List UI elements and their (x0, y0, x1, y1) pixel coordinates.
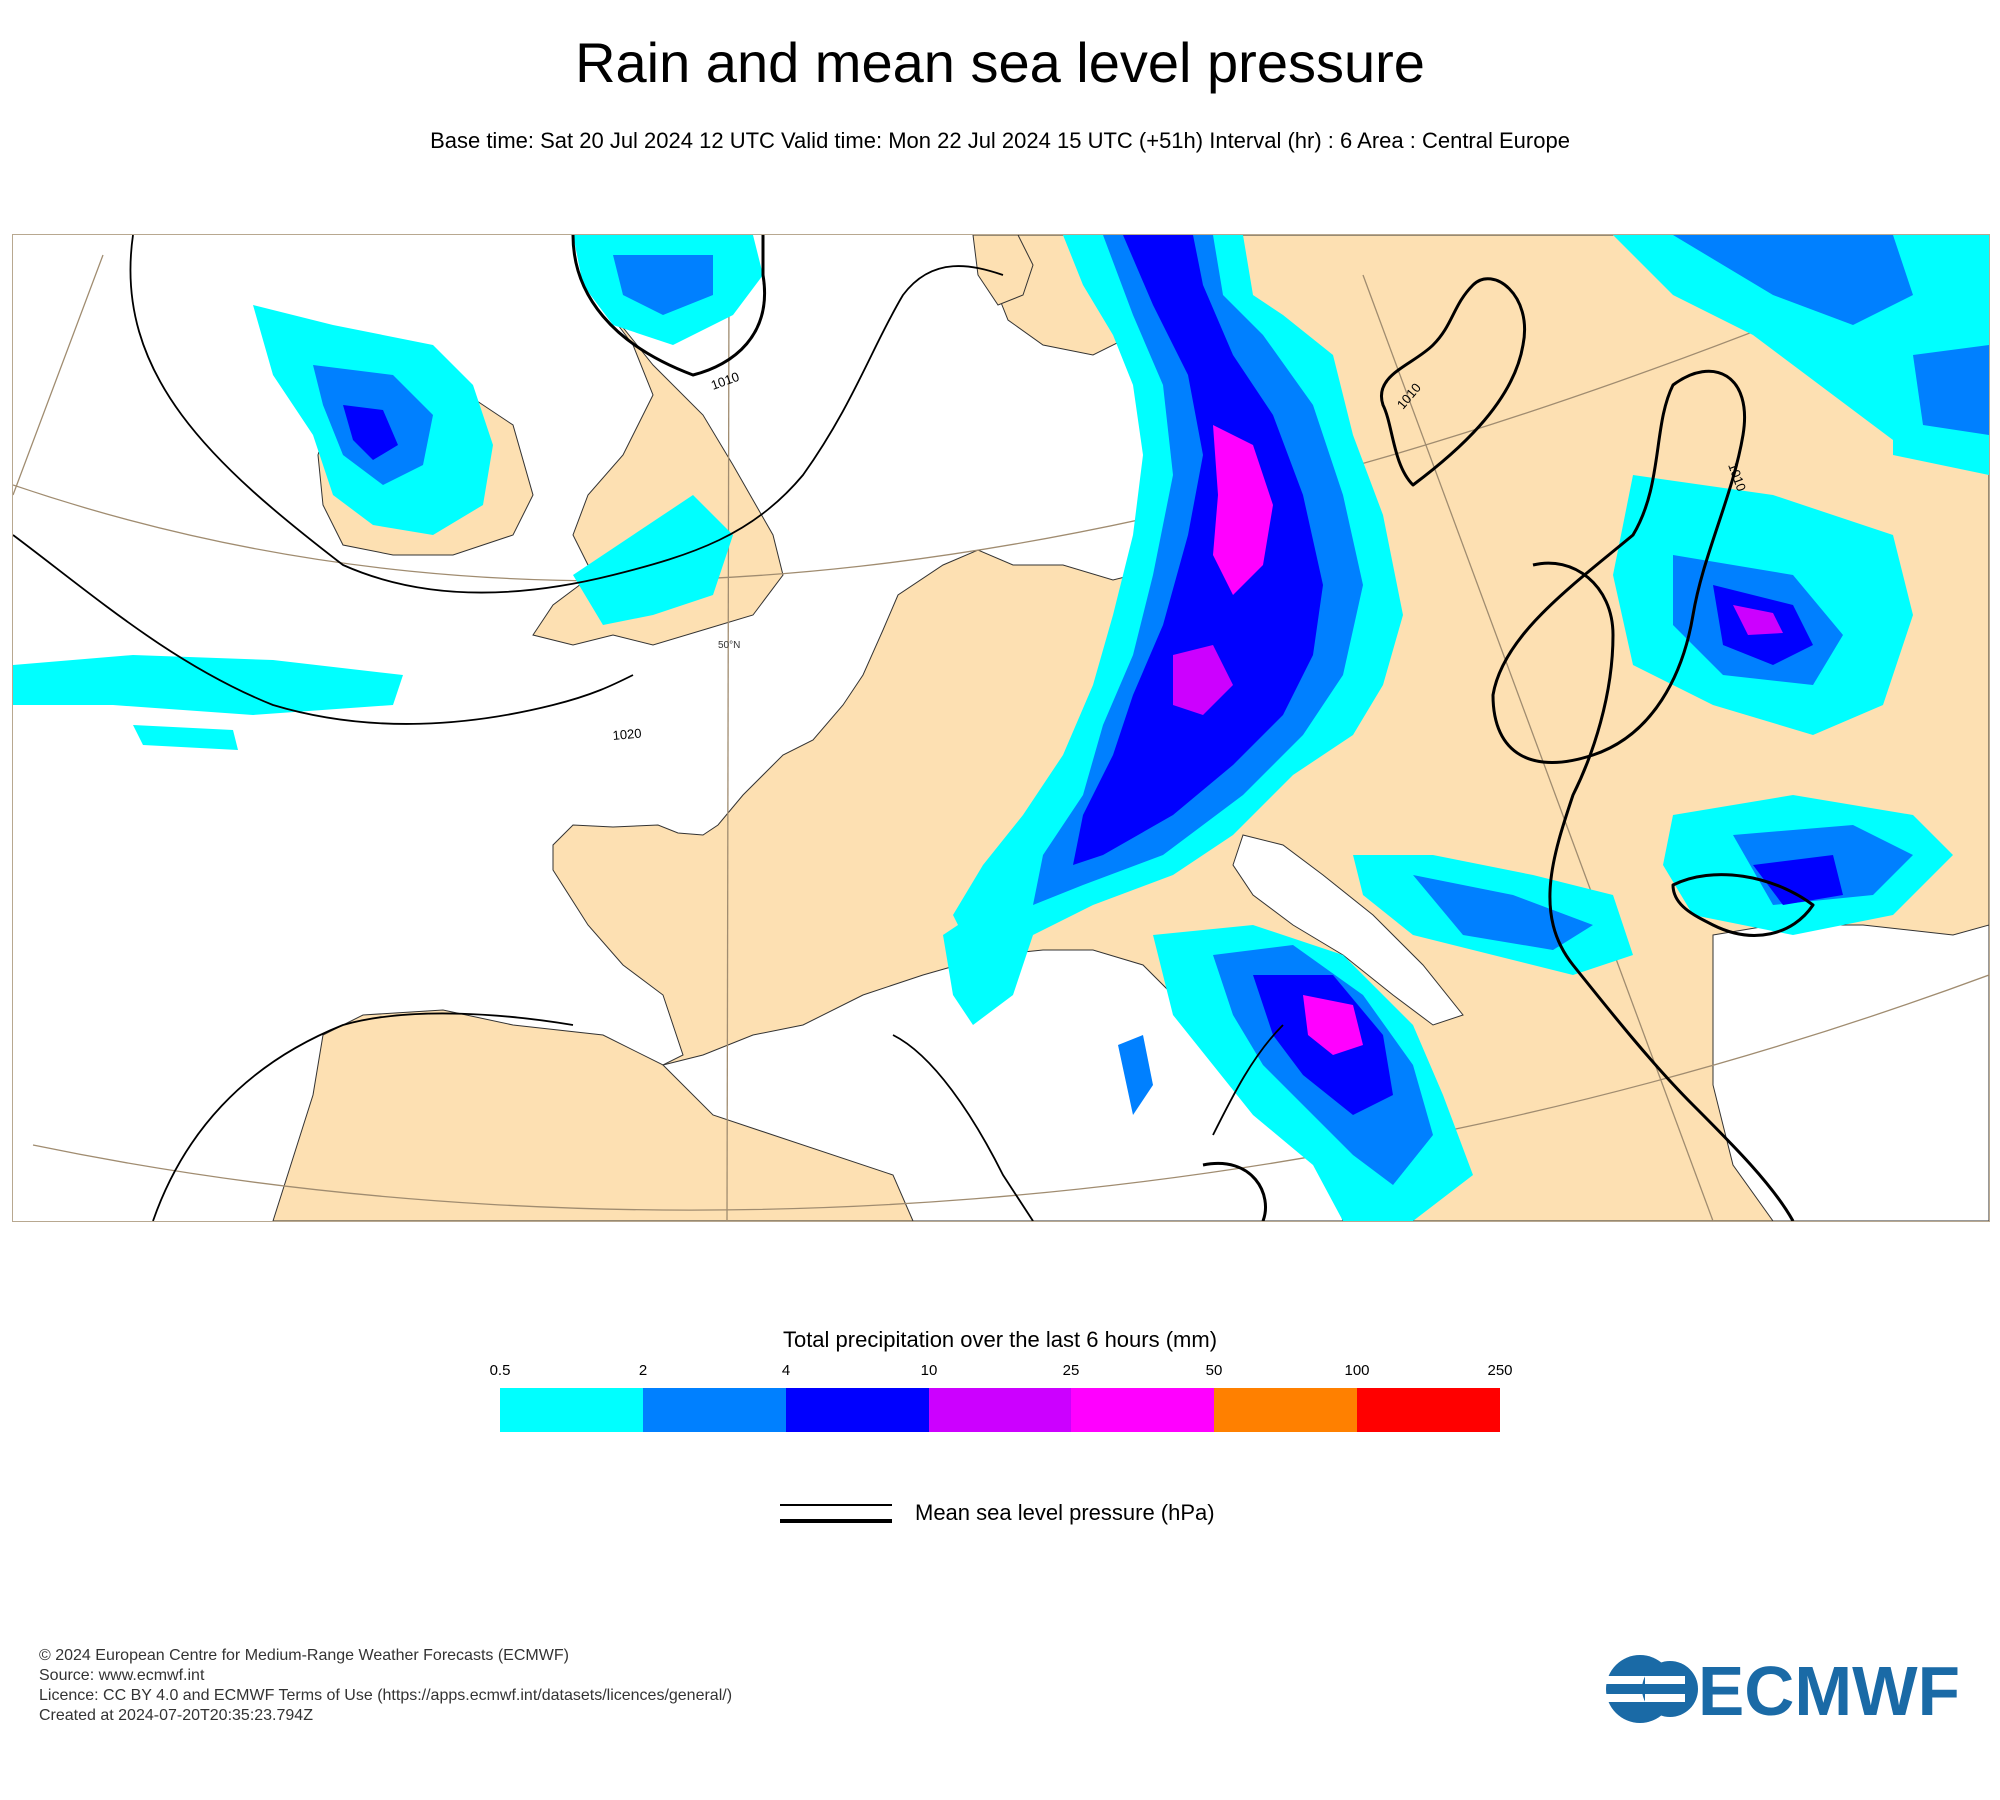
colorbar (500, 1388, 1501, 1432)
precip-scotland-core (613, 255, 713, 315)
footer-copyright: © 2024 European Centre for Medium-Range … (39, 1647, 569, 1664)
sea-adriatic (1232, 834, 1464, 1026)
precip-biscay-west (133, 725, 238, 750)
colorbar-segment (1214, 1388, 1358, 1432)
isobar-label: 1010 (709, 369, 741, 393)
precip-east-far-medium (1913, 345, 1989, 435)
map-canvas: 50°N (13, 235, 1989, 1221)
isobar-layer (13, 235, 1815, 1221)
precip-romania-heavy (1753, 855, 1843, 905)
isobar-1010-east (1491, 369, 1746, 764)
graticule (13, 235, 1989, 1221)
ecmwf-logo: ECMWF (1598, 1652, 1960, 1727)
colorbar-title: Total precipitation over the last 6 hour… (782, 1327, 1218, 1352)
isobar-thin-med (892, 1034, 1034, 1221)
precip-italy-intense (1303, 995, 1363, 1055)
isobar-thin-iberia (152, 1012, 574, 1221)
sea-mediterranean (662, 949, 1344, 1221)
chart-title: Rain and mean sea level pressure (575, 31, 1425, 94)
colorbar-tick: 10 (920, 1362, 938, 1379)
precip-central-band-heavy (1073, 235, 1323, 865)
colorbar-segment (500, 1388, 643, 1432)
precip-corsica (1118, 1035, 1153, 1115)
footer-credits: © 2024 European Centre for Medium-Range … (39, 1646, 732, 1726)
colorbar-segment (785, 1388, 929, 1432)
isobar-label: 1020 (612, 726, 642, 743)
graticule-meridian-0 (726, 274, 730, 1221)
colorbar-tick: 50 (1205, 1362, 1223, 1379)
land-denmark (972, 235, 1034, 306)
pressure-legend-line-icon (780, 1504, 892, 1523)
colorbar-tick: 0.5 (489, 1362, 511, 1379)
colorbar-tick: 25 (1062, 1362, 1080, 1379)
colorbar-segment (642, 1388, 786, 1432)
colorbar-segment (928, 1388, 1072, 1432)
weather-map: 50°N (12, 234, 1990, 1222)
ecmwf-logo-mark-icon (1598, 1655, 1698, 1723)
isobar-1010-italy (1202, 1162, 1267, 1221)
isobar-1010-uk (571, 235, 766, 377)
footer-created: Created at 2024-07-20T20:35:23.794Z (39, 1707, 313, 1724)
precip-ireland-heavy (343, 405, 398, 460)
colorbar-tick: 250 (1487, 1362, 1513, 1379)
graticule-50n (13, 235, 1989, 582)
sea-aegean (1712, 924, 1989, 1221)
latitude-label: 50°N (718, 640, 740, 651)
ecmwf-logo-text: ECMWF (1698, 1652, 1960, 1727)
precip-central-band-intense (1213, 425, 1273, 595)
colorbar-tick: 2 (638, 1362, 648, 1379)
precip-england (573, 495, 733, 625)
footer-licence: Licence: CC BY 4.0 and ECMWF Terms of Us… (39, 1687, 733, 1704)
graticule-40n (32, 974, 1989, 1211)
pressure-legend-label: Mean sea level pressure (hPa) (915, 1500, 1215, 1525)
precip-balkans-medium (1413, 875, 1593, 950)
footer-source: Source: www.ecmwf.int (39, 1667, 205, 1684)
isobar-thin-sardinia (1212, 1024, 1284, 1136)
isobar-thin-west-2 (13, 534, 634, 725)
chart-subtitle: Base time: Sat 20 Jul 2024 12 UTC Valid … (430, 128, 1570, 153)
precip-east-north-medium (1673, 235, 1913, 325)
graticule-meridian-west (13, 254, 104, 496)
precip-ukraine-intense (1733, 605, 1783, 635)
isobar-1010-hungary (1532, 561, 1795, 1221)
colorbar-segment (1357, 1388, 1501, 1432)
precipitation-layer (13, 235, 1989, 1221)
colorbar-segment (1071, 1388, 1215, 1432)
isobar-thin-west-1 (129, 235, 1004, 594)
precip-biscay (13, 655, 403, 715)
colorbar-tick: 100 (1344, 1362, 1370, 1379)
colorbar-tick: 4 (781, 1362, 791, 1379)
isobar-1010-balkan (1671, 873, 1815, 937)
precip-alps-west (943, 895, 1033, 1025)
isobar-1010-poland (1379, 277, 1526, 487)
precip-central-band-intense-2 (1173, 645, 1233, 715)
